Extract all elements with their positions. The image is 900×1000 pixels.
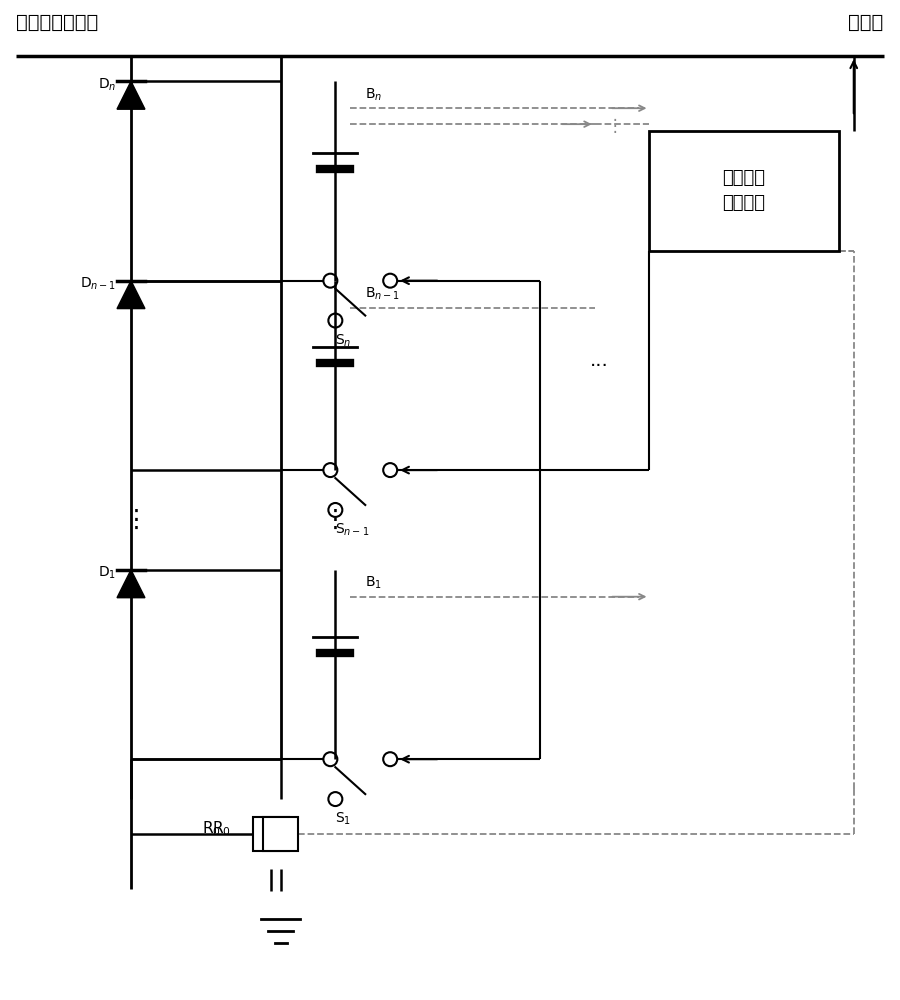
Text: ...: ...	[590, 351, 609, 370]
Text: D$_{n-1}$: D$_{n-1}$	[80, 276, 116, 292]
Bar	[263, 817, 299, 851]
Text: B$_n$: B$_n$	[365, 86, 382, 103]
Text: ⋮: ⋮	[323, 508, 348, 532]
Text: R$_0$: R$_0$	[202, 820, 220, 838]
Bar	[650, 131, 839, 251]
Text: D$_1$: D$_1$	[98, 565, 116, 581]
Text: B$_{n-1}$: B$_{n-1}$	[365, 286, 400, 302]
Text: ⋮: ⋮	[123, 508, 148, 532]
Text: S$_{n-1}$: S$_{n-1}$	[336, 522, 370, 538]
Polygon shape	[117, 570, 145, 598]
Bar	[253, 817, 289, 851]
Text: B$_1$: B$_1$	[365, 575, 382, 591]
Text: R$_0$: R$_0$	[212, 820, 230, 838]
Text: S$_1$: S$_1$	[336, 811, 352, 827]
Text: 接负载: 接负载	[849, 12, 884, 31]
Text: D$_n$: D$_n$	[98, 76, 116, 93]
Text: 接充电电源模块: 接充电电源模块	[16, 12, 99, 31]
Text: S$_n$: S$_n$	[336, 333, 352, 349]
Polygon shape	[117, 81, 145, 109]
Polygon shape	[117, 281, 145, 309]
Text: ⋮: ⋮	[607, 117, 623, 135]
Text: 电压检测
控制电路: 电压检测 控制电路	[723, 169, 766, 212]
